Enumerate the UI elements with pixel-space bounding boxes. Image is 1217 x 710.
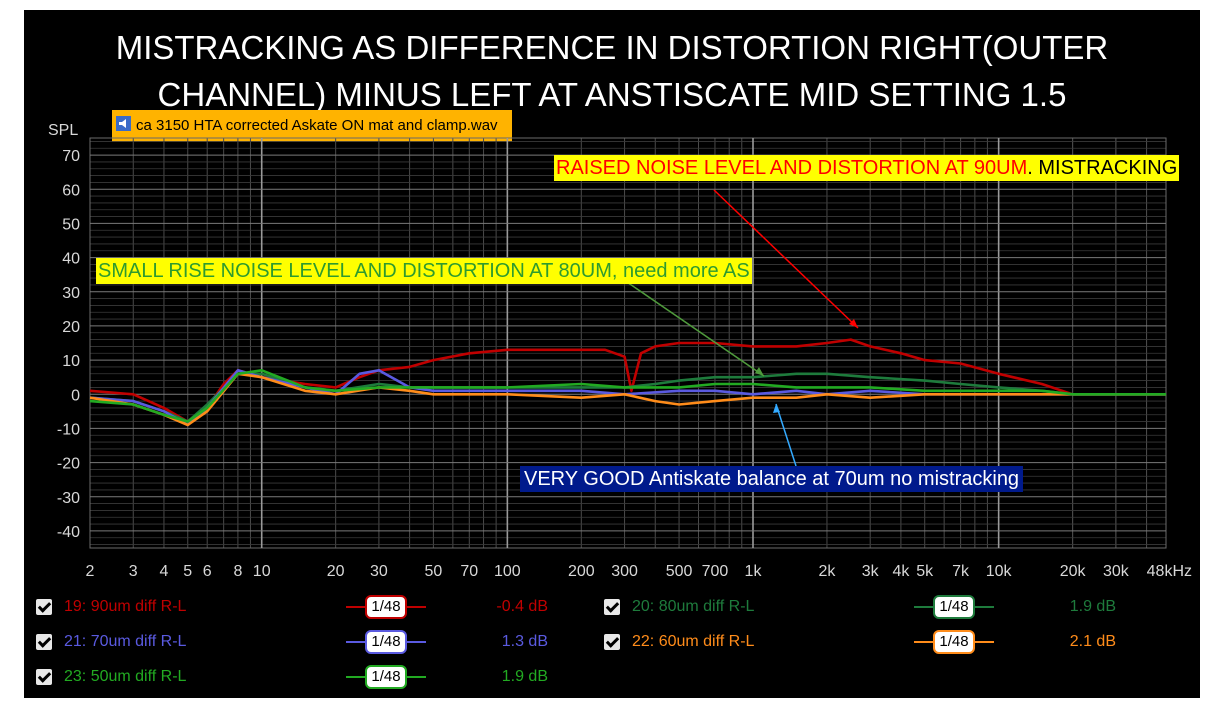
x-tick-label: 30 (370, 563, 388, 580)
x-tick-label: 100 (494, 563, 521, 580)
legend-item-20[interactable]: 20: 80um diff R-L 1/48 1.9 dB (604, 593, 1164, 621)
annotation-arrow-80um (623, 279, 765, 377)
x-tick-label: 48kHz (1147, 563, 1192, 580)
x-tick-label: 50 (425, 563, 443, 580)
annotation-80um: SMALL RISE NOISE LEVEL AND DISTORTION AT… (96, 258, 752, 284)
chart-window: MISTRACKING AS DIFFERENCE IN DISTORTION … (24, 10, 1200, 698)
x-tick-label: 7k (952, 563, 970, 580)
smoothing-control-19[interactable]: 1/48 (346, 595, 426, 619)
y-tick-label: -20 (57, 456, 80, 473)
legend-value-21: 1.3 dB (501, 633, 548, 650)
legend-checkbox-20[interactable] (604, 599, 620, 615)
annotation-arrowhead-80um (755, 367, 764, 376)
smoothing-control-23[interactable]: 1/48 (346, 665, 426, 689)
x-tick-label: 70 (460, 563, 478, 580)
legend-checkbox-21[interactable] (36, 634, 52, 650)
legend-label-20: 20: 80um diff R-L (632, 598, 755, 615)
x-tick-label: 1k (745, 563, 763, 580)
file-tag: ca 3150 HTA corrected Askate ON mat and … (112, 110, 512, 142)
x-tick-label: 5k (916, 563, 934, 580)
x-tick-label: 20k (1060, 563, 1087, 580)
y-axis-label: SPL (48, 122, 79, 139)
annotation-90um-red: RAISED NOISE LEVEL AND DISTORTION AT 90U… (556, 157, 1028, 179)
smoothing-label-20: 1/48 (933, 595, 975, 619)
legend-checkbox-23[interactable] (36, 669, 52, 685)
chart-title-line2: CHANNEL) MINUS LEFT AT ANSTISCATE MID SE… (157, 76, 1067, 113)
x-tick-label: 20 (327, 563, 345, 580)
y-tick-label: -10 (57, 421, 80, 438)
legend-label-22: 22: 60um diff R-L (632, 633, 755, 650)
annotation-90um: RAISED NOISE LEVEL AND DISTORTION AT 90U… (554, 155, 1180, 181)
x-tick-label: 8 (233, 563, 242, 580)
x-tick-label: 3 (129, 563, 138, 580)
smoothing-control-22[interactable]: 1/48 (914, 630, 994, 654)
smoothing-label-23: 1/48 (365, 665, 407, 689)
chart-title-line1: MISTRACKING AS DIFFERENCE IN DISTORTION … (115, 29, 1109, 66)
legend-item-22[interactable]: 22: 60um diff R-L 1/48 2.1 dB (604, 628, 1164, 656)
legend-label-21: 21: 70um diff R-L (64, 633, 187, 650)
smoothing-label-22: 1/48 (933, 630, 975, 654)
legend-value-20: 1.9 dB (1069, 598, 1116, 615)
x-tick-label: 200 (568, 563, 595, 580)
x-tick-label: 2k (818, 563, 836, 580)
x-tick-label: 3k (862, 563, 880, 580)
x-tick-label: 700 (702, 563, 729, 580)
annotation-arrowhead-70um (773, 404, 780, 413)
smoothing-control-20[interactable]: 1/48 (914, 595, 994, 619)
y-tick-label: 10 (62, 353, 80, 370)
y-tick-label: 70 (62, 148, 80, 165)
x-tick-label: 500 (666, 563, 693, 580)
annotation-70um: VERY GOOD Antiskate balance at 70um no m… (520, 466, 1024, 492)
legend-item-21[interactable]: 21: 70um diff R-L 1/48 1.3 dB (36, 628, 596, 656)
legend-value-23: 1.9 dB (501, 668, 548, 685)
legend-checkbox-22[interactable] (604, 634, 620, 650)
x-tick-label: 10k (986, 563, 1013, 580)
series-line-3 (89, 372, 1166, 427)
y-tick-label: -30 (57, 490, 80, 507)
y-tick-label: -40 (57, 524, 80, 541)
x-tick-label: 30k (1103, 563, 1130, 580)
y-tick-label: 0 (71, 387, 80, 404)
legend-label-23: 23: 50um diff R-L (64, 668, 187, 685)
annotation-arrow-70um (775, 403, 797, 467)
x-tick-label: 10 (253, 563, 271, 580)
y-tick-label: 30 (62, 285, 80, 302)
speaker-file-icon (116, 116, 131, 131)
annotation-arrowhead-90um (849, 319, 858, 328)
annotation-arrow-90um (713, 189, 859, 329)
file-tag-label: ca 3150 HTA corrected Askate ON mat and … (136, 117, 498, 134)
smoothing-label-19: 1/48 (365, 595, 407, 619)
y-tick-label: 20 (62, 319, 80, 336)
x-tick-label: 6 (203, 563, 212, 580)
x-tick-label: 2 (86, 563, 95, 580)
smoothing-control-21[interactable]: 1/48 (346, 630, 426, 654)
legend-item-23[interactable]: 23: 50um diff R-L 1/48 1.9 dB (36, 663, 596, 691)
legend-value-19: -0.4 dB (496, 598, 548, 615)
smoothing-label-21: 1/48 (365, 630, 407, 654)
y-tick-label: 40 (62, 251, 80, 268)
legend-label-19: 19: 90um diff R-L (64, 598, 187, 615)
chart-title: MISTRACKING AS DIFFERENCE IN DISTORTION … (24, 24, 1200, 118)
x-tick-label: 4 (159, 563, 168, 580)
legend-item-19[interactable]: 19: 90um diff R-L 1/48 -0.4 dB (36, 593, 596, 621)
series-line-4 (89, 368, 1166, 423)
y-tick-label: 60 (62, 182, 80, 199)
x-tick-label: 4k (892, 563, 910, 580)
x-tick-label: 5 (183, 563, 192, 580)
legend-checkbox-19[interactable] (36, 599, 52, 615)
x-tick-label: 300 (611, 563, 638, 580)
plot-border (89, 137, 1167, 549)
legend-value-22: 2.1 dB (1069, 633, 1116, 650)
y-tick-label: 50 (62, 216, 80, 233)
annotation-90um-black: . MISTRACKING (1027, 157, 1178, 179)
